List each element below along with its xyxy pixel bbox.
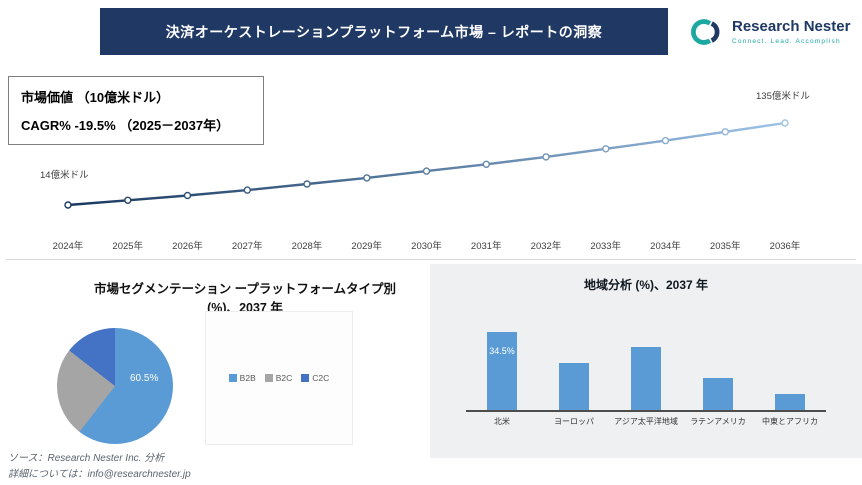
- bar-chart-axis: [466, 410, 826, 412]
- x-axis-label: 2033年: [590, 241, 622, 252]
- line-marker: [661, 136, 670, 145]
- line-marker: [124, 196, 132, 205]
- bar-2: [631, 347, 661, 410]
- x-axis-label: 2035年: [709, 241, 741, 252]
- line-marker: [422, 167, 431, 175]
- legend-label: C2C: [312, 373, 330, 383]
- line-marker: [482, 160, 490, 169]
- regional-analysis-panel: 地域分析 (%)、2037 年 34.5% 北米 ヨーロッパ アジア太平洋地域 ラテン…: [430, 264, 862, 458]
- x-axis-label: 2031年: [470, 241, 502, 252]
- logo-text: Research Nester Connect. Lead. Accomplis…: [732, 19, 850, 45]
- regional-bar-chart: 34.5%: [466, 304, 826, 410]
- bar-category-label: ラテンアメリカ: [690, 417, 746, 426]
- bar-category-label: ヨーロッパ: [554, 417, 594, 426]
- footer-notes: ソース：Research Nester Inc. 分析 詳細については：info…: [8, 451, 191, 482]
- line-marker: [303, 180, 311, 188]
- bar-category-label: 中東とアフリカ: [762, 417, 818, 426]
- market-value-box: 市場価値 （10億米ドル） CAGR% -19.5% （2025－2037年）: [8, 76, 264, 145]
- legend-item-b2c: B2C: [264, 373, 293, 383]
- research-nester-logo-icon: [691, 19, 720, 45]
- line-series: [67, 121, 786, 207]
- research-nester-logo: Research Nester Connect. Lead. Accomplis…: [688, 10, 858, 54]
- bar-1: [559, 363, 589, 410]
- legend-swatch: [301, 374, 310, 382]
- contact-note: 詳細については：info@researchnester.jp: [8, 468, 191, 480]
- page-title: 決済オーケストレーションプラットフォーム市場 – レポートの洞察: [165, 23, 603, 40]
- pie-legend-card: B2B B2C C2C: [205, 311, 353, 445]
- header-banner: 決済オーケストレーションプラットフォーム市場 – レポートの洞察: [100, 8, 668, 55]
- horizontal-divider: [6, 259, 856, 260]
- bar-4: [775, 394, 805, 410]
- bar-0: 34.5%: [487, 332, 517, 410]
- regional-chart-title: 地域分析 (%)、2037 年: [583, 278, 709, 292]
- x-axis-label: 2026年: [172, 241, 203, 252]
- line-marker: [183, 191, 192, 200]
- pie-data-label: 60.5%: [130, 373, 159, 384]
- legend-swatch: [228, 374, 237, 382]
- legend-label: B2C: [275, 373, 293, 383]
- legend-item-c2c: C2C: [301, 373, 329, 383]
- x-axis-label: 2025年: [112, 241, 144, 252]
- line-marker: [542, 153, 550, 161]
- bar-3: [703, 378, 733, 410]
- legend-swatch: [264, 374, 273, 382]
- line-marker: [781, 119, 789, 127]
- x-axis-label: 2029年: [351, 241, 383, 252]
- bar-chart-category-labels: 北米 ヨーロッパ アジア太平洋地域 ラテンアメリカ 中東とアフリカ: [466, 416, 826, 427]
- first-point-label: 14億米ドル: [40, 170, 89, 181]
- bar-category-label: アジア太平洋地域: [614, 417, 678, 426]
- line-marker: [64, 201, 72, 209]
- x-axis-label: 2032年: [530, 241, 562, 252]
- bar-data-label: 34.5%: [489, 346, 515, 356]
- x-axis-label: 2028年: [291, 241, 323, 252]
- logo-name: Research Nester: [732, 18, 851, 36]
- line-marker: [721, 128, 729, 136]
- logo-tagline: Connect. Lead. Accomplish: [732, 37, 841, 45]
- pie-legend: B2B B2C C2C: [228, 373, 329, 383]
- last-point-label: 135億米ドル: [756, 91, 810, 102]
- market-growth-line-chart: [64, 119, 789, 209]
- line-marker: [243, 186, 252, 194]
- source-note: ソース：Research Nester Inc. 分析: [8, 453, 165, 464]
- legend-label: B2B: [239, 373, 256, 383]
- segmentation-pie-chart: [57, 328, 173, 444]
- x-axis-label: 2030年: [411, 241, 442, 252]
- line-marker: [602, 145, 610, 153]
- x-axis-label: 2034年: [650, 241, 681, 252]
- market-value-label: 市場価値 （10億米ドル）: [21, 90, 170, 105]
- x-axis-label: 2036年: [769, 241, 801, 252]
- legend-item-b2b: B2B: [228, 373, 256, 383]
- bar-category-label: 北米: [494, 417, 510, 426]
- cagr-label: CAGR% -19.5% （2025－2037年）: [21, 118, 230, 133]
- x-axis-label: 2027年: [231, 241, 263, 252]
- x-axis-label: 2024年: [52, 241, 84, 252]
- line-chart-x-axis: 2024年 2025年 2026年 2027年 2028年 2029年 2030年 2031年…: [0, 238, 862, 252]
- line-marker: [363, 174, 371, 182]
